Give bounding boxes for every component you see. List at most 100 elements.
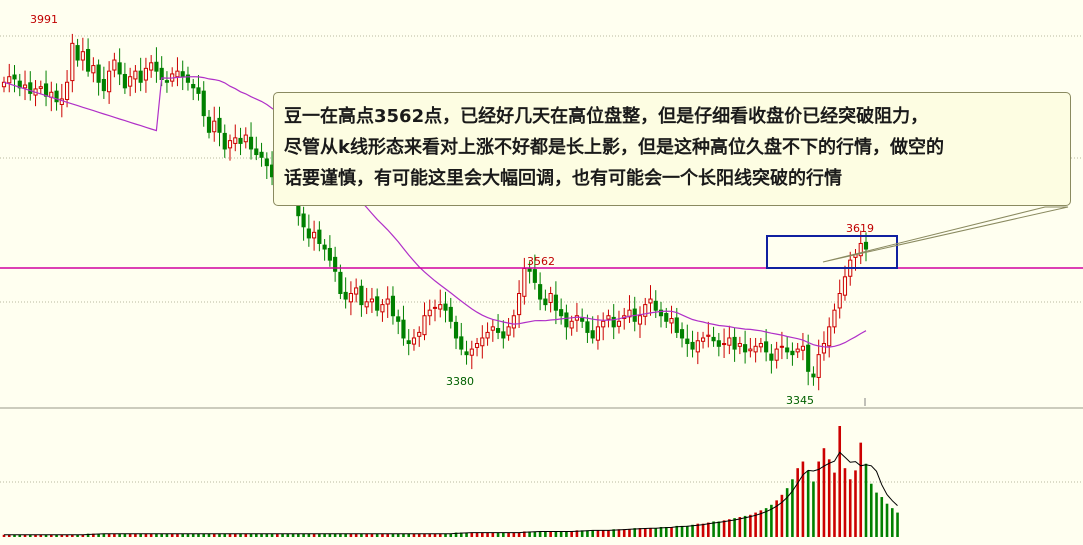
candle-body	[233, 137, 238, 144]
volume-bar	[50, 534, 53, 537]
candle-body	[811, 373, 816, 378]
volume-bar	[186, 533, 190, 537]
volume-bar	[102, 533, 106, 537]
candle-body	[427, 309, 432, 317]
candle-body	[70, 42, 75, 82]
volume-bar	[470, 532, 474, 537]
volume-bar	[312, 533, 316, 537]
volume-bar	[559, 531, 563, 537]
volume-bar	[806, 470, 810, 537]
volume-bar	[827, 459, 831, 537]
candle-body	[375, 296, 380, 311]
volume-bar	[701, 523, 705, 537]
candle-body	[385, 298, 390, 305]
volume-bar	[65, 534, 69, 537]
candle-body	[175, 70, 180, 78]
volume-bar	[575, 530, 579, 537]
volume-bar	[738, 517, 742, 537]
candle-body	[101, 78, 106, 92]
candle-body	[348, 293, 353, 303]
candle-body	[212, 120, 217, 133]
volume-bar	[286, 533, 290, 537]
candle-body	[38, 86, 43, 89]
volume-bar	[233, 533, 237, 537]
volume-bar	[375, 533, 379, 537]
volume-bar	[265, 533, 269, 537]
volume-bar	[276, 533, 279, 537]
volume-bar	[60, 534, 64, 537]
volume-bar	[696, 523, 700, 537]
candle-body	[254, 148, 259, 156]
volume-bar	[691, 524, 694, 537]
candle-body	[737, 343, 742, 347]
candle-body	[333, 256, 338, 272]
candle-body	[821, 343, 827, 354]
volume-bar	[659, 527, 663, 537]
volume-bar	[670, 527, 673, 537]
candle-body	[243, 134, 248, 143]
candle-body	[769, 353, 774, 361]
volume-bar	[412, 533, 416, 537]
price-label: 3345	[786, 394, 814, 407]
candle-body	[327, 247, 332, 261]
candle-body	[727, 337, 732, 346]
volume-bar	[23, 534, 27, 537]
candle-body	[753, 345, 758, 353]
volume-bar	[449, 533, 453, 537]
candle-body	[779, 345, 784, 348]
volume-bar	[218, 533, 221, 537]
volume-bar	[890, 508, 894, 537]
volume-bar	[165, 533, 169, 537]
volume-bar	[160, 533, 163, 537]
volume-bar	[775, 500, 778, 537]
volume-bar	[318, 533, 321, 537]
volume-bar	[780, 494, 784, 537]
candle-body	[580, 318, 585, 322]
candle-body	[43, 83, 49, 97]
candle-body	[611, 316, 616, 328]
volume-bar	[843, 468, 847, 537]
candle-body	[149, 62, 154, 71]
candle-body	[559, 309, 564, 317]
candle-body	[758, 343, 763, 348]
callout-pointer	[822, 206, 1069, 263]
volume-bar	[496, 532, 500, 537]
volume-bar	[323, 533, 326, 537]
candle-body	[390, 295, 396, 317]
candle-body	[837, 293, 842, 309]
volume-bar	[817, 461, 820, 537]
volume-bar	[34, 534, 37, 537]
candle-body	[722, 343, 727, 346]
volume-bar	[601, 530, 605, 537]
candle-body	[180, 71, 185, 78]
volume-bar	[360, 533, 363, 537]
candle-body	[364, 301, 369, 308]
candle-body	[338, 271, 343, 294]
volume-bar	[801, 461, 805, 537]
candle-body	[695, 340, 700, 353]
candle-body	[22, 84, 28, 89]
candle-body	[91, 65, 96, 74]
volume-bar	[244, 533, 248, 537]
price-label: 3991	[30, 13, 58, 26]
price-label: 3562	[527, 255, 555, 268]
highlight-box	[766, 235, 898, 269]
candle-body	[417, 331, 422, 337]
volume-bar	[749, 514, 752, 537]
volume-bar	[118, 533, 121, 537]
candle-body	[191, 83, 196, 89]
volume-bar	[612, 529, 616, 537]
candle-body	[569, 320, 574, 329]
candle-body	[706, 334, 711, 337]
candle-body	[690, 341, 695, 350]
volume-bar	[212, 533, 216, 537]
candle-body	[259, 151, 264, 158]
volume-bar	[97, 533, 100, 537]
volume-bar	[785, 488, 789, 537]
volume-bar	[859, 442, 863, 537]
candle-body	[716, 340, 721, 347]
volume-bar	[407, 533, 411, 537]
candle-body	[606, 315, 611, 320]
volume-bar	[444, 533, 447, 537]
